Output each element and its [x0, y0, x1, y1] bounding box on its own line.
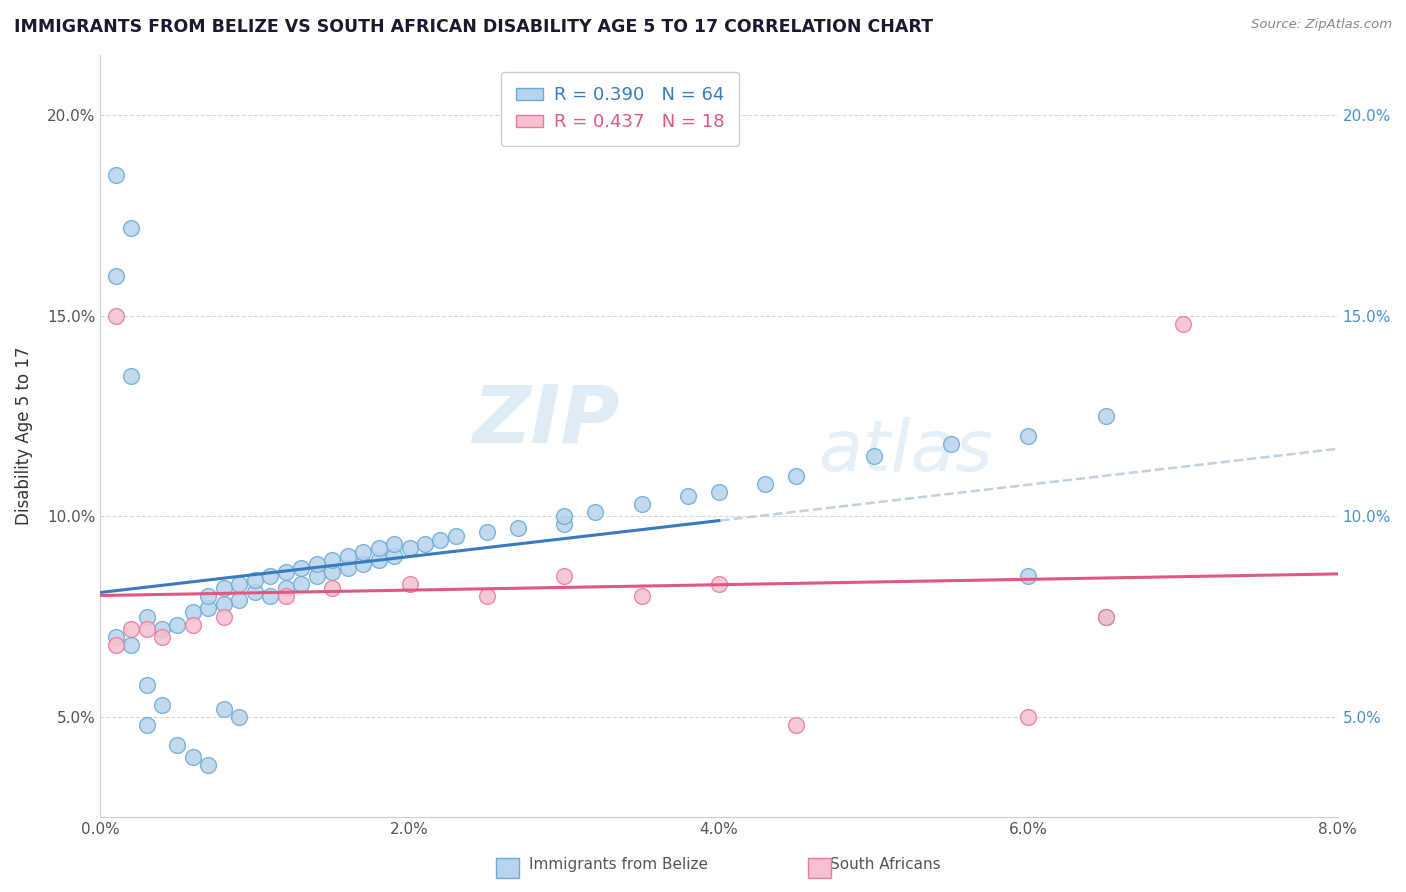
Point: [336, 561, 359, 575]
Point: [181, 617, 204, 632]
Point: [367, 553, 389, 567]
Point: [104, 630, 127, 644]
Point: [321, 582, 343, 596]
Point: [1094, 609, 1116, 624]
Point: [243, 585, 266, 599]
Point: [274, 566, 297, 580]
Point: [150, 630, 173, 644]
Point: [197, 757, 219, 772]
Point: [166, 738, 188, 752]
Point: [212, 598, 235, 612]
Point: [1171, 317, 1194, 331]
Point: [630, 590, 652, 604]
Legend: R = 0.390   N = 64, R = 0.437   N = 18: R = 0.390 N = 64, R = 0.437 N = 18: [502, 71, 738, 145]
Point: [120, 622, 142, 636]
Point: [290, 561, 312, 575]
Point: [398, 541, 420, 556]
Point: [135, 678, 157, 692]
Point: [228, 577, 250, 591]
Point: [413, 537, 436, 551]
Point: [321, 566, 343, 580]
Point: [1094, 609, 1116, 624]
Point: [398, 577, 420, 591]
Point: [676, 489, 699, 503]
Point: [553, 517, 575, 532]
Point: [785, 469, 807, 483]
Text: Immigrants from Belize: Immigrants from Belize: [529, 857, 709, 872]
Point: [243, 574, 266, 588]
Point: [228, 710, 250, 724]
Text: Source: ZipAtlas.com: Source: ZipAtlas.com: [1251, 18, 1392, 31]
Point: [785, 718, 807, 732]
Point: [228, 593, 250, 607]
Point: [305, 558, 328, 572]
Point: [553, 509, 575, 524]
Point: [1094, 409, 1116, 423]
Point: [429, 533, 451, 548]
Point: [104, 169, 127, 183]
Point: [120, 638, 142, 652]
Point: [367, 541, 389, 556]
Point: [553, 569, 575, 583]
Point: [212, 702, 235, 716]
Point: [1017, 569, 1039, 583]
Point: [150, 622, 173, 636]
Point: [382, 549, 405, 564]
Point: [506, 521, 529, 535]
Y-axis label: Disability Age 5 to 17: Disability Age 5 to 17: [15, 347, 32, 525]
Point: [150, 698, 173, 712]
Point: [352, 558, 374, 572]
Point: [104, 638, 127, 652]
Point: [120, 220, 142, 235]
Point: [212, 609, 235, 624]
Point: [135, 622, 157, 636]
Point: [707, 577, 730, 591]
Point: [862, 449, 884, 463]
Point: [104, 268, 127, 283]
Point: [754, 477, 776, 491]
Point: [1017, 429, 1039, 443]
Point: [259, 590, 281, 604]
Text: ZIP: ZIP: [472, 382, 620, 460]
Point: [939, 437, 962, 451]
Text: atlas: atlas: [818, 417, 993, 486]
Point: [336, 549, 359, 564]
Point: [305, 569, 328, 583]
Point: [181, 749, 204, 764]
Point: [135, 718, 157, 732]
Point: [382, 537, 405, 551]
Point: [274, 582, 297, 596]
Point: [197, 590, 219, 604]
Point: [444, 529, 467, 543]
Point: [259, 569, 281, 583]
Point: [475, 525, 498, 540]
Point: [352, 545, 374, 559]
Text: South Africans: South Africans: [831, 857, 941, 872]
Text: IMMIGRANTS FROM BELIZE VS SOUTH AFRICAN DISABILITY AGE 5 TO 17 CORRELATION CHART: IMMIGRANTS FROM BELIZE VS SOUTH AFRICAN …: [14, 18, 934, 36]
Point: [290, 577, 312, 591]
Point: [321, 553, 343, 567]
Point: [212, 582, 235, 596]
Point: [1017, 710, 1039, 724]
Point: [181, 606, 204, 620]
Point: [197, 601, 219, 615]
Point: [707, 485, 730, 500]
Point: [135, 609, 157, 624]
Point: [583, 505, 606, 519]
Point: [104, 309, 127, 323]
Point: [475, 590, 498, 604]
Point: [630, 497, 652, 511]
Point: [274, 590, 297, 604]
Point: [166, 617, 188, 632]
Point: [120, 368, 142, 383]
